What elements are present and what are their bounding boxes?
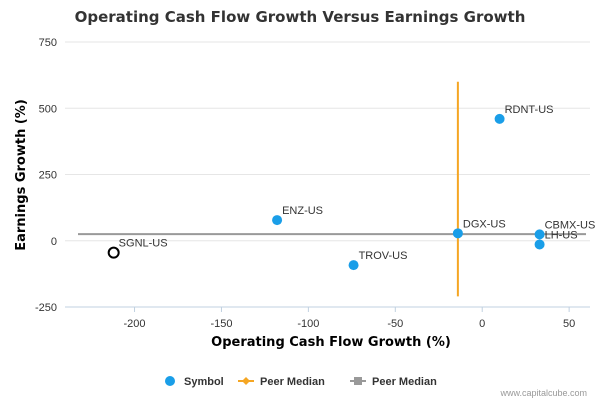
point-label: SGNL-US bbox=[119, 238, 168, 250]
y-axis-title: Earnings Growth (%) bbox=[14, 99, 29, 251]
x-tick-label: 0 bbox=[479, 318, 485, 330]
point-label: LH-US bbox=[545, 229, 578, 241]
legend-marker-diamond bbox=[242, 377, 250, 385]
x-axis-title: Operating Cash Flow Growth (%) bbox=[211, 335, 451, 350]
credit-text: www.capitalcube.com bbox=[499, 388, 587, 398]
y-tick-label: -250 bbox=[35, 302, 57, 314]
legend-marker-square bbox=[354, 377, 362, 385]
legend: Symbol Peer Median Peer Median bbox=[165, 376, 437, 388]
point-label: RDNT-US bbox=[505, 104, 554, 116]
point-label: CBMX-US bbox=[545, 219, 596, 231]
point-label: ENZ-US bbox=[282, 205, 323, 217]
data-point-trov-us bbox=[348, 260, 359, 271]
data-point-enz-us bbox=[272, 215, 283, 226]
y-tick-label: 750 bbox=[39, 37, 57, 49]
x-tick-label: -100 bbox=[297, 318, 319, 330]
point-label: DGX-US bbox=[463, 218, 506, 230]
x-tick-label: -150 bbox=[210, 318, 232, 330]
data-point-cbmx-us bbox=[534, 229, 545, 240]
x-axis-ticks: -200 -150 -100 -50 0 50 bbox=[65, 306, 590, 330]
legend-label: Peer Median bbox=[372, 376, 437, 388]
data-point-lh-us bbox=[534, 239, 545, 250]
x-tick-label: -50 bbox=[387, 318, 403, 330]
x-tick-label: 50 bbox=[563, 318, 575, 330]
chart-title: Operating Cash Flow Growth Versus Earnin… bbox=[75, 8, 526, 26]
x-tick-label: -200 bbox=[124, 318, 146, 330]
data-point-rdnt-us bbox=[494, 113, 505, 124]
data-point-dgx-us bbox=[452, 228, 463, 239]
data-point-sgnl-us bbox=[107, 246, 120, 259]
grid-lines bbox=[65, 41, 590, 308]
legend-label: Symbol bbox=[184, 376, 224, 388]
y-tick-label: 0 bbox=[51, 236, 57, 248]
point-label: TROV-US bbox=[359, 250, 408, 262]
legend-marker-circle bbox=[165, 376, 175, 386]
y-tick-label: 500 bbox=[39, 103, 57, 115]
y-tick-label: 250 bbox=[39, 170, 57, 182]
y-axis-ticks: 750 500 250 0 -250 bbox=[35, 37, 57, 314]
legend-label: Peer Median bbox=[260, 376, 325, 388]
peer-median-lines bbox=[78, 81, 586, 297]
